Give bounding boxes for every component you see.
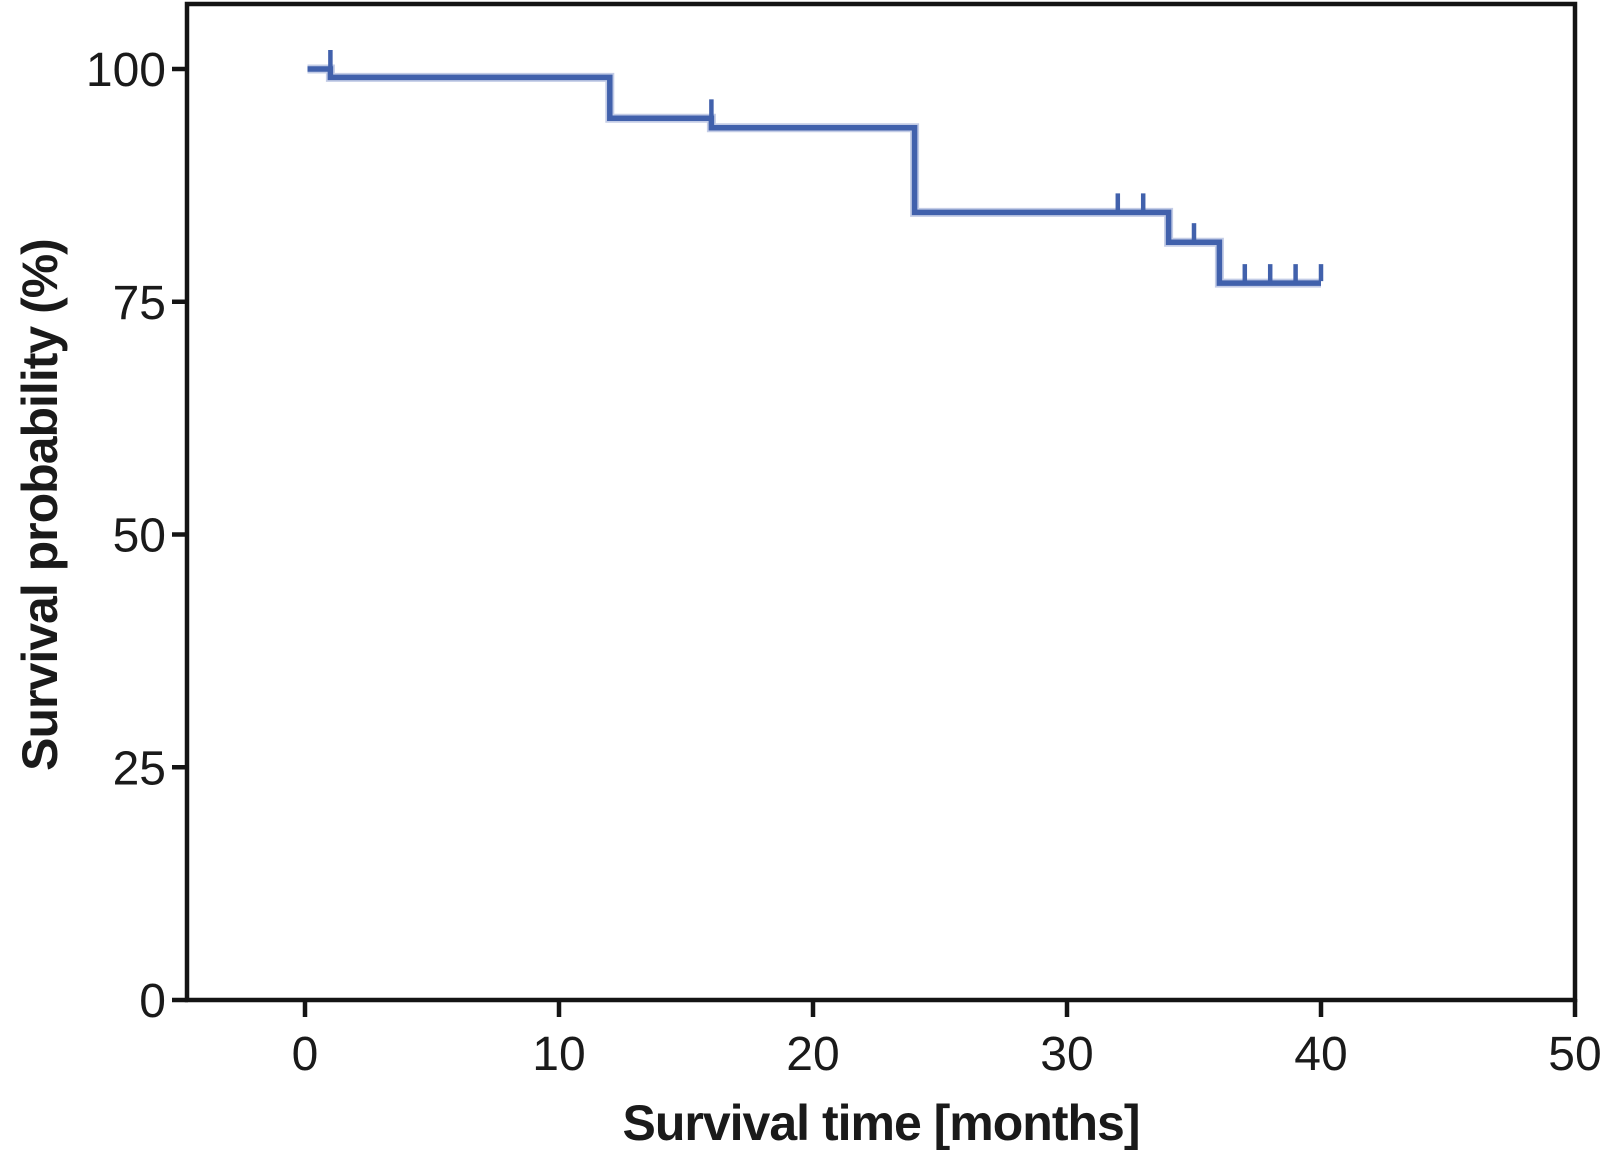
x-tick-label: 20 (786, 1028, 839, 1081)
axis-frame (184, 1, 1578, 1003)
x-tick-label: 10 (532, 1028, 585, 1081)
y-tick-label: 0 (139, 975, 166, 1028)
y-tick-label: 25 (113, 742, 166, 795)
x-tick-label: 50 (1548, 1028, 1601, 1081)
y-axis-ticks: 0 25 50 75 100 (86, 44, 188, 1028)
x-tick-label: 30 (1040, 1028, 1093, 1081)
survival-curve-halo (307, 64, 1321, 288)
x-axis-ticks: 0 10 20 30 40 50 (292, 999, 1602, 1081)
censor-marks (328, 50, 1324, 282)
survival-curve (307, 66, 1321, 286)
y-axis-title: Survival probability (%) (12, 239, 68, 771)
x-tick-label: 40 (1294, 1028, 1347, 1081)
x-axis-title: Survival time [months] (622, 1095, 1141, 1150)
y-tick-label: 50 (113, 510, 166, 563)
y-tick-label: 100 (86, 44, 166, 97)
x-tick-label: 0 (292, 1028, 319, 1081)
y-tick-label: 75 (113, 277, 166, 330)
